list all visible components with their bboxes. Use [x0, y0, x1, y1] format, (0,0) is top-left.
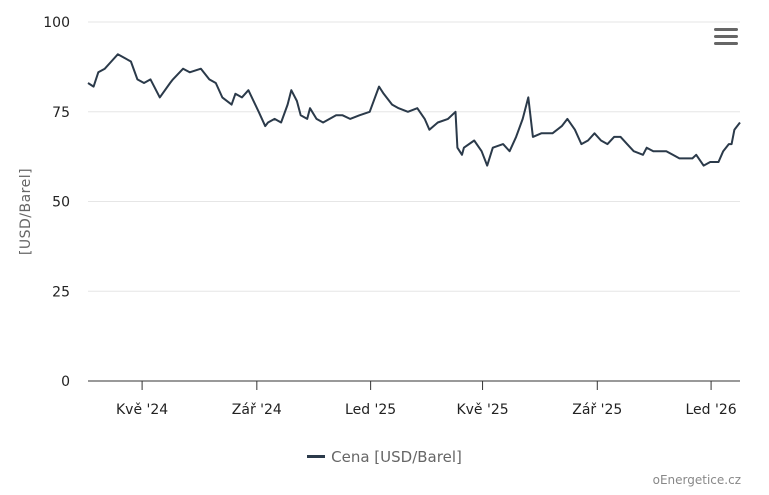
hamburger-menu-icon-bar [714, 42, 738, 45]
x-tick-label: Kvě '24 [116, 402, 168, 418]
series-line-cena[interactable] [87, 53, 741, 167]
legend-label: Cena [USD/Barel] [331, 447, 462, 466]
x-axis-ticks: Kvě '24 Zář '24 Led '25 Kvě '25 Zář '25 Led '… [116, 381, 737, 418]
chart-legend: Cena [USD/Barel] [0, 444, 769, 466]
y-axis-tick-labels: 0 25 50 75 100 [43, 15, 70, 390]
y-tick-label: 50 [52, 195, 70, 211]
legend-line-symbol [307, 455, 326, 458]
grid-lines [88, 21, 740, 292]
hamburger-menu-icon-bar [714, 35, 738, 38]
y-tick-label: 100 [43, 15, 70, 31]
y-axis-title: [USD/Barel] [18, 168, 34, 255]
credits-link[interactable]: oEnergetice.cz [652, 473, 741, 487]
x-tick-label: Kvě '25 [456, 402, 508, 418]
chart-menu-button[interactable] [714, 28, 738, 50]
y-tick-label: 75 [52, 105, 70, 121]
x-tick-label: Zář '24 [232, 402, 282, 418]
y-tick-label: 0 [61, 374, 70, 390]
x-tick-label: Zář '25 [572, 402, 622, 418]
x-tick-label: Led '26 [685, 402, 736, 418]
hamburger-menu-icon [714, 28, 738, 31]
legend-item-cena[interactable]: Cena [USD/Barel] [307, 448, 462, 466]
y-tick-label: 25 [52, 284, 70, 300]
x-tick-label: Led '25 [345, 402, 396, 418]
